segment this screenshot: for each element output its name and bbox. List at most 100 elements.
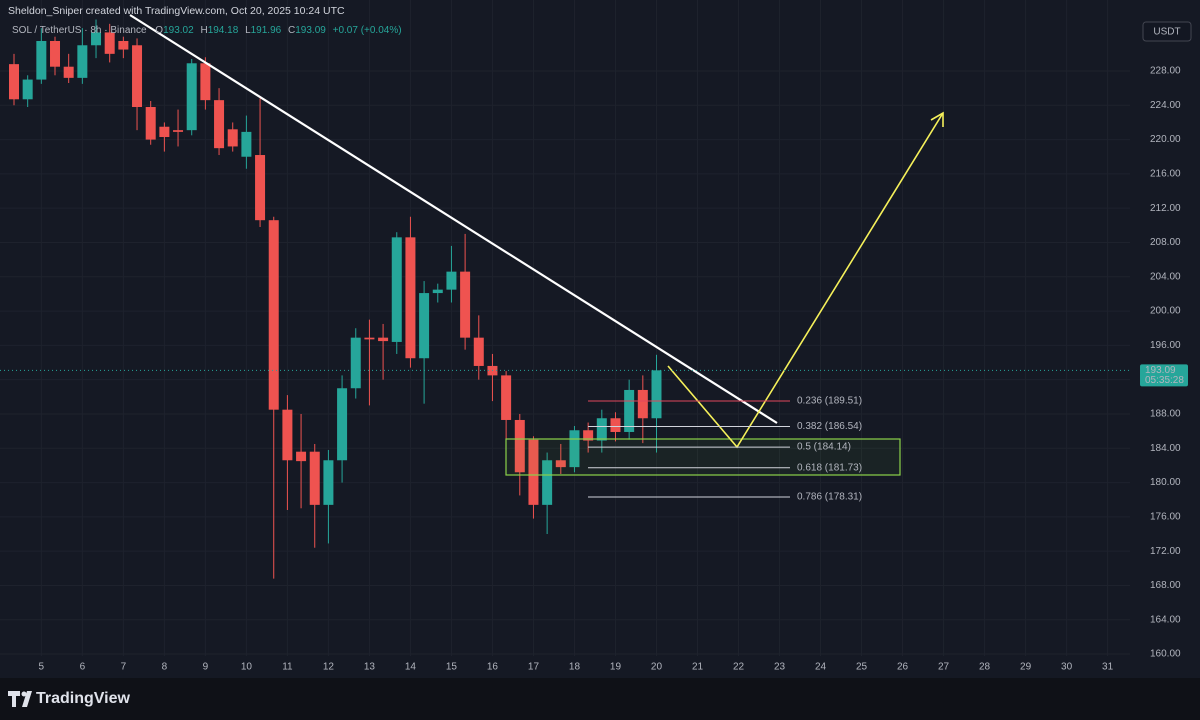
candle-body bbox=[337, 388, 348, 461]
candle-body bbox=[9, 64, 19, 100]
candle-body bbox=[309, 451, 320, 505]
candle-body bbox=[214, 100, 225, 149]
candle-body bbox=[569, 430, 580, 468]
x-tick-label: 14 bbox=[405, 662, 417, 673]
footer bbox=[0, 678, 1200, 720]
candle-body bbox=[91, 32, 102, 46]
currency-box[interactable] bbox=[1142, 21, 1192, 42]
x-tick-label: 26 bbox=[897, 662, 909, 673]
candle-body bbox=[132, 45, 143, 108]
candle-body bbox=[282, 409, 293, 461]
candle-body bbox=[391, 237, 402, 342]
candle-body bbox=[36, 40, 47, 80]
fib-level-label: 0.786 (178.31) bbox=[797, 492, 862, 503]
candle-body bbox=[542, 460, 553, 505]
candle-body bbox=[50, 40, 61, 67]
currency[interactable]: USDT bbox=[1153, 27, 1180, 38]
x-tick-label: 27 bbox=[938, 662, 950, 673]
candle-body bbox=[610, 418, 621, 432]
candle-body bbox=[555, 460, 566, 468]
candle-body bbox=[446, 271, 457, 290]
y-tick-label: 228.00 bbox=[1150, 66, 1181, 77]
x-tick-label: 17 bbox=[528, 662, 540, 673]
brand-logo bbox=[8, 691, 32, 707]
fib-level-label: 0.5 (184.14) bbox=[797, 442, 851, 453]
fib-level-label: 0.382 (186.54) bbox=[797, 421, 862, 432]
y-tick-label: 176.00 bbox=[1150, 512, 1181, 523]
y-tick-label: 164.00 bbox=[1150, 614, 1181, 625]
candle-body bbox=[159, 126, 170, 138]
x-tick-label: 6 bbox=[80, 662, 86, 673]
candle-body bbox=[118, 40, 129, 50]
x-tick-label: 9 bbox=[203, 662, 209, 673]
y-tick-label: 160.00 bbox=[1150, 649, 1181, 660]
trend-line bbox=[129, 14, 778, 424]
candle-body bbox=[583, 430, 594, 441]
overlay: 160.00 164.00 168.00 172.00 176.00 180.00 184.… bbox=[0, 66, 1188, 673]
x-tick-label: 22 bbox=[733, 662, 745, 673]
y-tick-label: 208.00 bbox=[1150, 237, 1181, 248]
drawings bbox=[129, 14, 944, 476]
symbol: SOL / TetherUS · 8h · Binance bbox=[12, 25, 147, 36]
last-price-label: 193.09 bbox=[1145, 365, 1176, 376]
x-tick-label: 13 bbox=[364, 662, 376, 673]
x-tick-label: 16 bbox=[487, 662, 499, 673]
y-tick-label: 204.00 bbox=[1150, 271, 1181, 282]
x-tick-label: 11 bbox=[282, 662, 293, 673]
y-tick-label: 200.00 bbox=[1150, 306, 1181, 317]
x-tick-label: 8 bbox=[162, 662, 168, 673]
x-tick-label: 18 bbox=[569, 662, 581, 673]
candle-body bbox=[63, 66, 74, 78]
candles bbox=[9, 19, 662, 579]
candle-body bbox=[186, 63, 197, 131]
countdown: 05:35:28 bbox=[1145, 375, 1184, 386]
projection-arrowhead bbox=[930, 111, 944, 127]
support-zone bbox=[505, 438, 901, 476]
candle-body bbox=[528, 439, 539, 505]
x-tick-label: 19 bbox=[610, 662, 622, 673]
fib-level-label: 0.236 (189.51) bbox=[797, 396, 862, 407]
x-tick-label: 12 bbox=[323, 662, 335, 673]
candle-body bbox=[255, 155, 266, 221]
x-tick-label: 30 bbox=[1061, 662, 1073, 673]
x-tick-label: 7 bbox=[121, 662, 127, 673]
x-tick-label: 25 bbox=[856, 662, 868, 673]
candle-body bbox=[378, 337, 389, 342]
candle-body bbox=[419, 293, 430, 359]
x-tick-label: 23 bbox=[774, 662, 786, 673]
y-tick-label: 180.00 bbox=[1150, 477, 1181, 488]
candle-body bbox=[364, 337, 375, 340]
x-tick-label: 28 bbox=[979, 662, 991, 673]
x-tick-label: 21 bbox=[692, 662, 704, 673]
legend-high: 194.18 bbox=[208, 25, 239, 36]
x-tick-label: 15 bbox=[446, 662, 458, 673]
header: Sheldon_Sniper created with TradingView.… bbox=[8, 5, 345, 17]
legend: SOL / TetherUS · 8h · Binance O193.02 H1… bbox=[12, 25, 402, 36]
candle-body bbox=[651, 370, 662, 419]
x-tick-label: 24 bbox=[815, 662, 827, 673]
candle-body bbox=[637, 389, 648, 419]
candle-body bbox=[624, 389, 635, 432]
candle-body bbox=[432, 289, 443, 294]
grid bbox=[0, 0, 1130, 656]
legend-open: 193.02 bbox=[163, 25, 194, 36]
candle-body bbox=[296, 451, 307, 462]
candle-body bbox=[596, 418, 607, 441]
candle-body bbox=[22, 79, 33, 100]
y-tick-label: 216.00 bbox=[1150, 169, 1181, 180]
candle-body bbox=[200, 63, 211, 101]
brand: TradingView bbox=[36, 690, 131, 707]
last-price-box bbox=[1140, 364, 1188, 387]
candle-body bbox=[460, 271, 471, 338]
x-tick-label: 10 bbox=[241, 662, 253, 673]
candle-body bbox=[104, 32, 115, 54]
candle-body bbox=[145, 107, 156, 140]
legend-change: +0.07 (+0.04%) bbox=[333, 25, 402, 36]
candle-body bbox=[268, 220, 279, 410]
y-tick-label: 188.00 bbox=[1150, 409, 1181, 420]
x-tick-label: 31 bbox=[1102, 662, 1114, 673]
candle-body bbox=[227, 129, 238, 147]
y-tick-label: 172.00 bbox=[1150, 546, 1181, 557]
